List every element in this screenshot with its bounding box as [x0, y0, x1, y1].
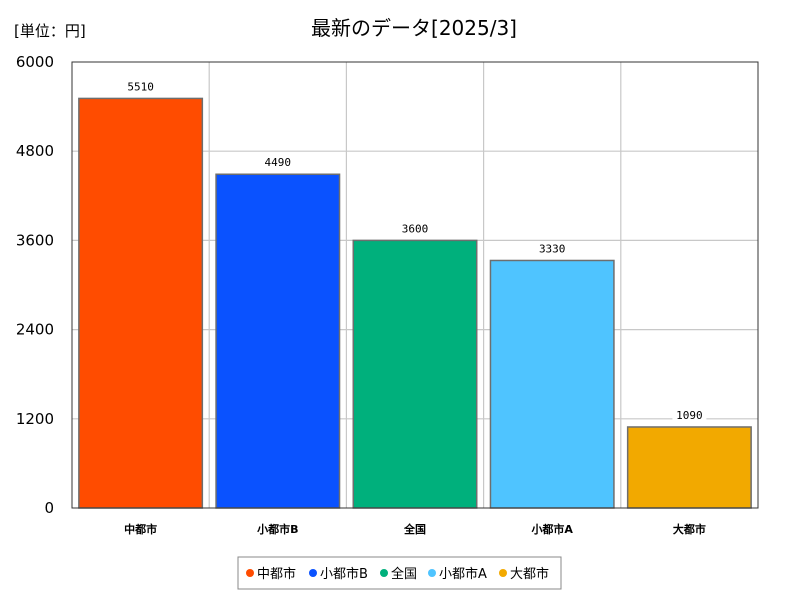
- x-tick-label: 全国: [403, 522, 426, 536]
- legend-label: 小都市B: [320, 566, 368, 582]
- data-label: 5510: [127, 80, 154, 93]
- y-tick-label: 6000: [16, 53, 54, 71]
- unit-label: [単位：円]: [14, 22, 86, 40]
- data-label-bg: [123, 79, 158, 95]
- bars: [78, 97, 752, 509]
- legend-label: 全国: [391, 566, 417, 582]
- y-tick-label: 3600: [16, 231, 54, 249]
- legend: 中都市 小都市B 全国 小都市A 大都市: [237, 556, 562, 590]
- bar-5: [626, 426, 752, 509]
- y-tick-label: 4800: [16, 142, 54, 160]
- bar-4: [489, 259, 615, 509]
- x-axis-ticks: 中都市 小都市B 全国 小都市A 大都市: [124, 522, 706, 536]
- legend-label: 大都市: [510, 566, 549, 582]
- bar-2: [215, 173, 341, 509]
- plot-frame: [71, 61, 759, 509]
- legend-marker: [380, 569, 388, 577]
- legend-box: [237, 556, 562, 590]
- legend-label: 中都市: [257, 566, 296, 582]
- y-tick-label: 1200: [16, 410, 54, 428]
- legend-label: 小都市A: [439, 566, 487, 582]
- bar-1: [78, 97, 204, 509]
- data-label: 3330: [539, 242, 566, 255]
- data-label: 4490: [265, 156, 292, 169]
- data-label-bg: [398, 221, 432, 237]
- data-label-bg: [260, 155, 295, 171]
- data-label-bg: [672, 407, 707, 423]
- y-axis-ticks: 0 1200 2400 3600 4800 6000: [16, 53, 54, 517]
- legend-marker: [499, 569, 507, 577]
- x-tick-label: 中都市: [124, 522, 157, 536]
- y-tick-label: 2400: [16, 321, 54, 339]
- data-label-bg: [535, 241, 570, 257]
- chart-title: 最新のデータ[2025/3]: [311, 16, 517, 40]
- data-label: 3600: [402, 222, 429, 235]
- legend-marker: [428, 569, 436, 577]
- legend-marker: [309, 569, 317, 577]
- x-tick-label: 大都市: [673, 522, 706, 536]
- bar-3: [352, 239, 478, 509]
- y-tick-label: 0: [44, 499, 54, 517]
- data-label: 1090: [676, 409, 703, 422]
- legend-marker: [246, 569, 254, 577]
- x-tick-label: 小都市B: [256, 522, 298, 536]
- data-labels: 5510 4490 3600 3330 1090: [123, 79, 707, 423]
- x-tick-label: 小都市A: [530, 522, 573, 536]
